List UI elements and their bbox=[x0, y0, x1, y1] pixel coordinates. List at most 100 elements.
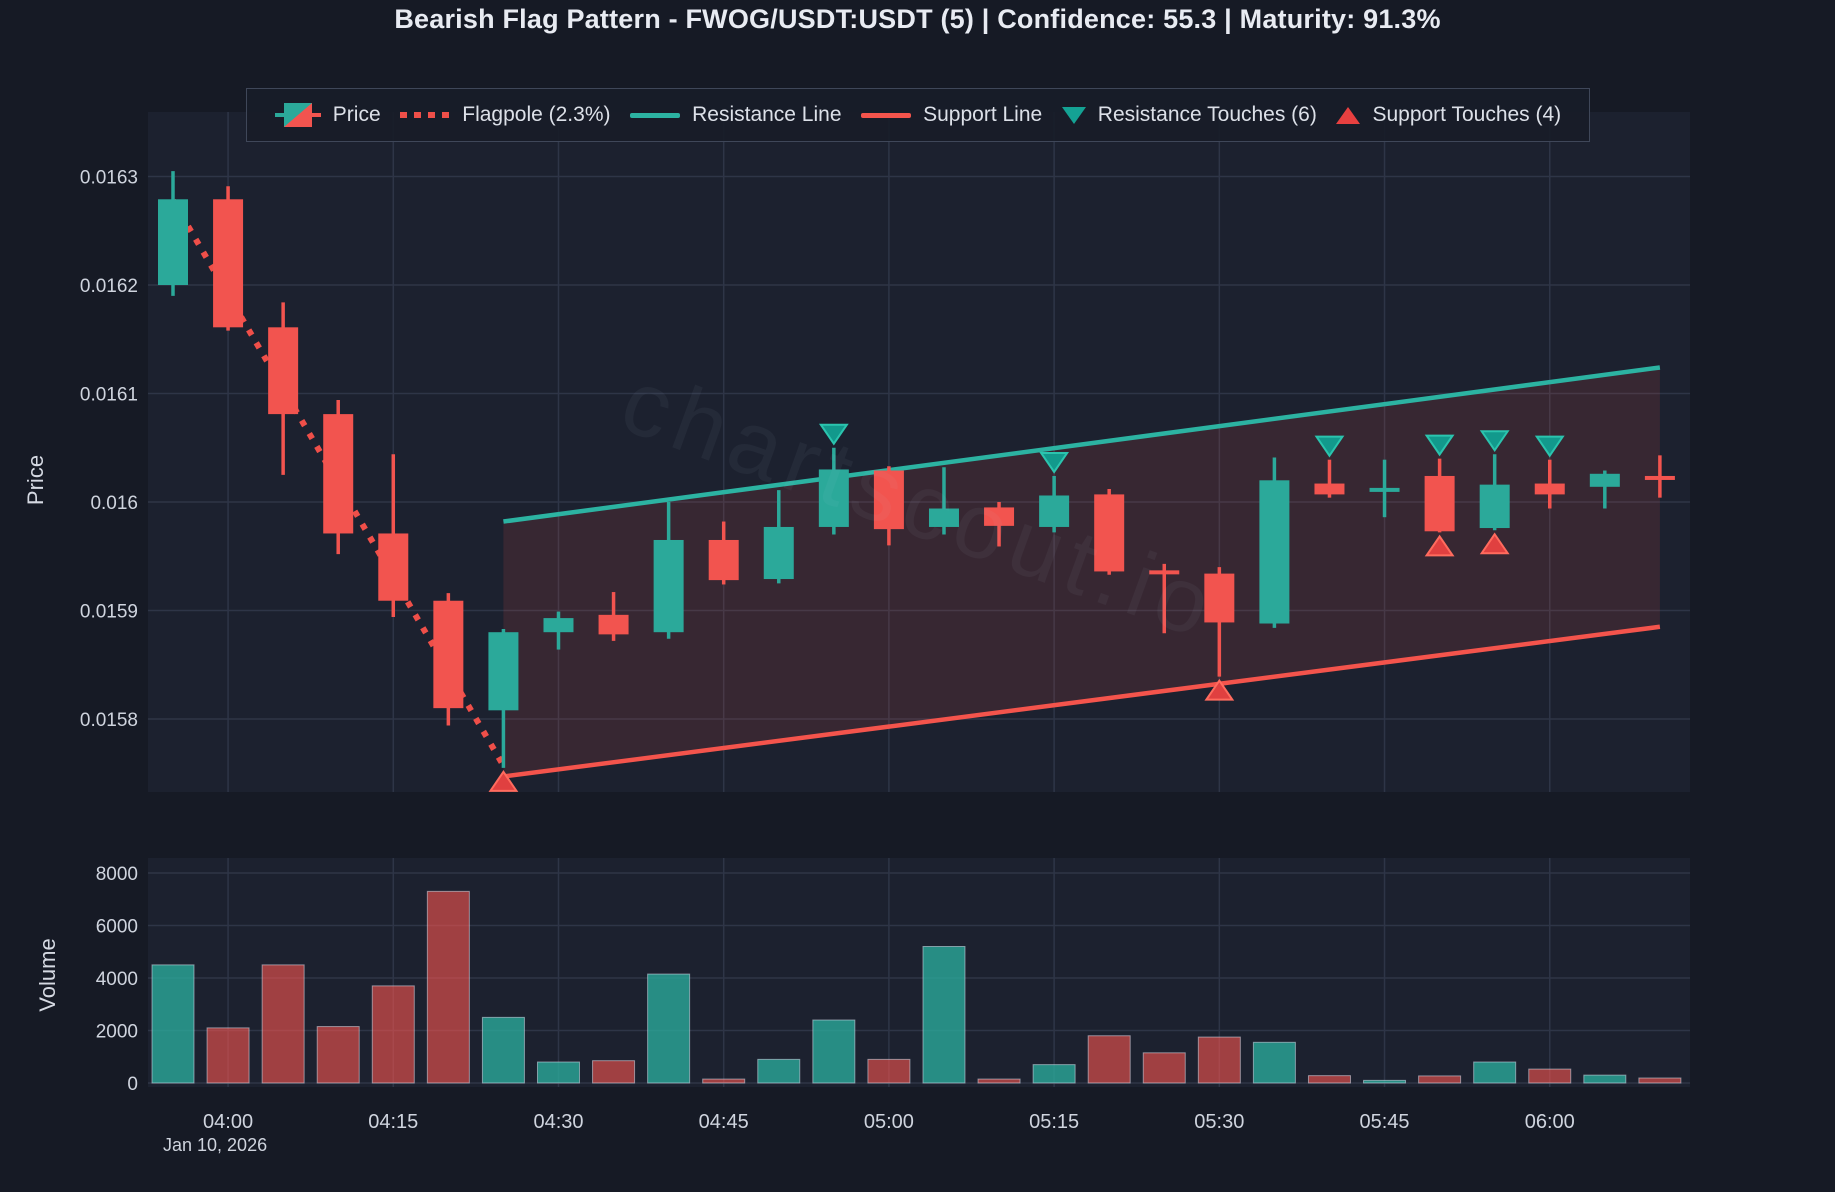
resistance-touch-marker[interactable] bbox=[1039, 451, 1070, 474]
chart-title: Bearish Flag Pattern - FWOG/USDT:USDT (5… bbox=[394, 4, 1441, 34]
candle-body-04:10[interactable] bbox=[323, 414, 354, 534]
legend-item-label: Resistance Line bbox=[692, 103, 842, 126]
dotted-line-icon bbox=[400, 112, 451, 118]
legend-item-resistance-line[interactable]: Resistance Line bbox=[630, 103, 842, 127]
resistance-touch-marker[interactable] bbox=[1424, 434, 1455, 457]
resistance-line bbox=[503, 365, 1661, 524]
volume-bar-04:25[interactable] bbox=[481, 1016, 525, 1084]
candle-body-04:50[interactable] bbox=[763, 526, 794, 580]
volume-bar-04:30[interactable] bbox=[536, 1061, 580, 1084]
support-line bbox=[503, 624, 1661, 779]
volume-bar-03:55[interactable] bbox=[151, 964, 195, 1084]
candle-body-04:45[interactable] bbox=[708, 539, 739, 581]
price-tick-label: 0.0161 bbox=[80, 385, 138, 406]
volume-bar-04:00[interactable] bbox=[206, 1027, 250, 1084]
candle-body-05:55[interactable] bbox=[1479, 484, 1510, 529]
volume-bar-05:25[interactable] bbox=[1142, 1052, 1186, 1084]
candle-body-05:15[interactable] bbox=[1039, 495, 1070, 527]
volume-bar-04:20[interactable] bbox=[426, 890, 470, 1084]
candle-body-05:50[interactable] bbox=[1424, 475, 1455, 532]
legend-item-label: Price bbox=[332, 103, 381, 126]
legend-item-support-line[interactable]: Support Line bbox=[861, 103, 1042, 127]
resistance-touch-marker[interactable] bbox=[818, 423, 849, 446]
volume-bar-05:15[interactable] bbox=[1032, 1064, 1076, 1084]
legend-item-label: Flagpole (2.3%) bbox=[462, 103, 611, 126]
volume-bar-04:55[interactable] bbox=[812, 1019, 856, 1084]
time-tick-label: 04:45 bbox=[699, 1111, 749, 1133]
price-plot-area[interactable] bbox=[148, 112, 1690, 792]
candle-body-04:55[interactable] bbox=[818, 469, 849, 527]
candle-body-05:30[interactable] bbox=[1204, 573, 1235, 623]
resistance-line-icon bbox=[630, 112, 681, 118]
volume-bar-05:45[interactable] bbox=[1363, 1079, 1407, 1084]
legend-item-flagpole-2-3[interactable]: Flagpole (2.3%) bbox=[400, 103, 611, 127]
candle-body-06:10[interactable] bbox=[1644, 475, 1675, 480]
time-tick-label: 05:30 bbox=[1194, 1111, 1244, 1133]
volume-bar-04:35[interactable] bbox=[592, 1060, 636, 1084]
volume-bar-04:40[interactable] bbox=[647, 973, 691, 1084]
candle-body-04:25[interactable] bbox=[488, 632, 519, 711]
price-axis-title: Price bbox=[23, 454, 48, 506]
candle-body-04:00[interactable] bbox=[213, 199, 244, 328]
volume-bar-05:20[interactable] bbox=[1087, 1035, 1131, 1084]
candle-body-05:35[interactable] bbox=[1259, 480, 1290, 624]
support-touch-marker[interactable] bbox=[1479, 532, 1510, 555]
triangle-down-icon bbox=[1061, 106, 1086, 124]
volume-tick-label: 8000 bbox=[96, 864, 138, 885]
volume-bar-05:05[interactable] bbox=[922, 946, 966, 1084]
resistance-touch-marker[interactable] bbox=[1479, 430, 1510, 453]
volume-bar-04:15[interactable] bbox=[371, 985, 415, 1084]
volume-bar-04:10[interactable] bbox=[316, 1026, 360, 1084]
legend-item-support-touches-4[interactable]: Support Touches (4) bbox=[1336, 103, 1561, 127]
candle-body-05:20[interactable] bbox=[1094, 494, 1125, 572]
legend-item-price[interactable]: Price bbox=[274, 103, 381, 127]
candle-body-04:05[interactable] bbox=[268, 327, 299, 415]
candle-body-05:10[interactable] bbox=[984, 507, 1015, 526]
candle-body-05:00[interactable] bbox=[873, 470, 904, 530]
resistance-touch-marker[interactable] bbox=[1534, 435, 1565, 458]
legend-item-label: Support Touches (4) bbox=[1372, 103, 1562, 126]
support-touch-marker[interactable] bbox=[1424, 534, 1455, 557]
support-line-icon bbox=[861, 112, 912, 118]
support-touch-marker[interactable] bbox=[1204, 678, 1235, 701]
volume-bar-05:35[interactable] bbox=[1252, 1041, 1296, 1084]
candle-body-06:05[interactable] bbox=[1589, 473, 1620, 487]
candle-body-06:00[interactable] bbox=[1534, 483, 1565, 495]
volume-bar-05:30[interactable] bbox=[1197, 1036, 1241, 1084]
candle-body-04:20[interactable] bbox=[433, 600, 464, 709]
time-tick-label: 06:00 bbox=[1525, 1111, 1575, 1133]
time-tick-label: 05:45 bbox=[1360, 1111, 1410, 1133]
candle-body-05:25[interactable] bbox=[1149, 570, 1180, 575]
volume-bar-05:00[interactable] bbox=[867, 1058, 911, 1084]
volume-bar-05:50[interactable] bbox=[1418, 1075, 1462, 1084]
volume-bar-06:10[interactable] bbox=[1638, 1077, 1682, 1084]
volume-bar-06:05[interactable] bbox=[1583, 1074, 1627, 1084]
candle-body-04:15[interactable] bbox=[378, 533, 409, 601]
volume-bar-05:40[interactable] bbox=[1307, 1075, 1351, 1084]
candlestick-icon bbox=[274, 103, 321, 127]
candle-body-03:55[interactable] bbox=[158, 199, 188, 285]
price-tick-label: 0.0159 bbox=[80, 602, 138, 623]
volume-bar-04:45[interactable] bbox=[702, 1078, 746, 1084]
volume-bar-05:55[interactable] bbox=[1473, 1061, 1517, 1084]
candle-body-04:40[interactable] bbox=[653, 539, 684, 633]
candle-body-05:05[interactable] bbox=[928, 508, 959, 527]
time-tick-label: 04:15 bbox=[368, 1111, 418, 1133]
volume-bar-04:50[interactable] bbox=[757, 1058, 801, 1084]
resistance-touch-marker[interactable] bbox=[1314, 435, 1345, 458]
candle-body-04:30[interactable] bbox=[543, 618, 574, 633]
volume-bar-04:05[interactable] bbox=[261, 964, 305, 1084]
candle-body-04:35[interactable] bbox=[598, 614, 629, 635]
volume-tick-label: 4000 bbox=[96, 969, 138, 990]
flag-channel-fill bbox=[503, 367, 1660, 777]
legend-item-label: Resistance Touches (6) bbox=[1097, 103, 1317, 126]
legend-item-resistance-touches-6[interactable]: Resistance Touches (6) bbox=[1061, 103, 1317, 127]
volume-bar-05:10[interactable] bbox=[977, 1078, 1021, 1084]
support-touch-marker[interactable] bbox=[488, 770, 519, 792]
volume-tick-label: 6000 bbox=[96, 917, 138, 938]
volume-tick-label: 0 bbox=[127, 1074, 138, 1095]
candle-body-05:45[interactable] bbox=[1369, 487, 1400, 492]
volume-bar-06:00[interactable] bbox=[1528, 1068, 1572, 1084]
candle-body-05:40[interactable] bbox=[1314, 483, 1345, 495]
